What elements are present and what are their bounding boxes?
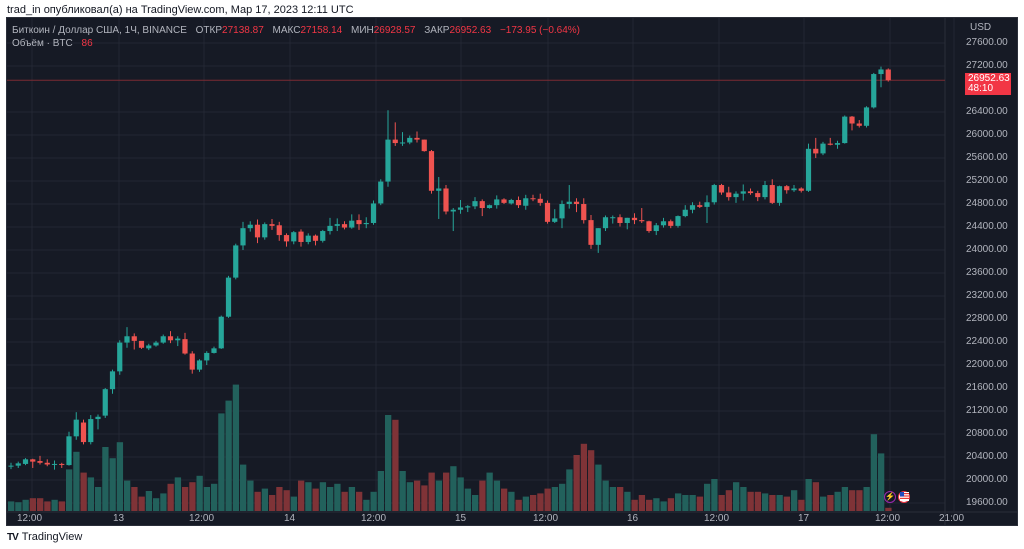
time-tick-label: 12:00 — [533, 513, 559, 524]
high-value: 27158.14 — [300, 25, 343, 36]
price-tick-label: 26000.00 — [966, 129, 1008, 140]
time-tick-label: 13 — [113, 513, 125, 524]
low-label: МИН — [350, 25, 374, 36]
time-tick-label: 16 — [627, 513, 639, 524]
price-tick-label: 24400.00 — [966, 221, 1008, 232]
close-value: 26952.63 — [449, 25, 492, 36]
price-tick-label: 20000.00 — [966, 474, 1008, 486]
tradingview-brand[interactable]: TradingView — [21, 531, 83, 543]
close-label: ЗАКР — [424, 25, 450, 36]
price-tick-label: 19600.00 — [966, 497, 1008, 509]
time-tick-label: 14 — [284, 513, 296, 524]
symbol-title[interactable]: Биткоин / Доллар США, 1Ч, BINANCE — [12, 25, 187, 36]
open-value: 27138.87 — [222, 25, 264, 36]
tradingview-footer: TV TradingView — [7, 531, 82, 543]
price-tick-label: 22000.00 — [966, 359, 1008, 371]
time-tick-label: 12:00 — [704, 513, 730, 524]
open-label: ОТКР — [195, 25, 223, 36]
lightning-event-icon[interactable]: ⚡ — [884, 491, 896, 503]
price-tick-label: 22400.00 — [966, 336, 1008, 348]
time-tick-label: 12:00 — [189, 513, 215, 524]
chart-panel[interactable]: Биткоин / Доллар США, 1Ч, BINANCE ОТКР27… — [6, 17, 1018, 526]
time-tick-label: 15 — [455, 513, 467, 524]
chart-legend: Биткоин / Доллар США, 1Ч, BINANCE ОТКР27… — [12, 24, 580, 50]
price-tick-label: 26400.00 — [966, 106, 1008, 117]
high-label: МАКС — [272, 25, 301, 36]
last-price-tag: 26952.63 48:10 — [965, 73, 1011, 95]
price-tick-label: 21200.00 — [966, 405, 1008, 417]
price-tick-label: 25200.00 — [966, 175, 1008, 186]
time-tick-label: 12:00 — [875, 513, 901, 524]
candlestick-plot[interactable] — [7, 18, 1018, 526]
price-tick-label: 20400.00 — [966, 451, 1008, 463]
time-tick-label: 12:00 — [17, 513, 43, 524]
volume-value: 86 — [81, 38, 93, 49]
volume-legend-row: Объём · BTC 86 — [12, 37, 580, 50]
us-flag-event-icon[interactable] — [898, 491, 910, 503]
price-tick-label: 25600.00 — [966, 152, 1008, 163]
currency-label[interactable]: USD — [970, 22, 992, 33]
last-price-value: 26952.63 — [968, 73, 1010, 84]
low-value: 26928.57 — [373, 25, 416, 36]
price-tick-label: 24000.00 — [966, 244, 1008, 255]
price-tick-label: 23600.00 — [966, 267, 1008, 279]
ohlc-legend-row: Биткоин / Доллар США, 1Ч, BINANCE ОТКР27… — [12, 24, 580, 37]
price-tick-label: 24800.00 — [966, 198, 1008, 209]
change-value: −173.95 (−0.64%) — [499, 25, 581, 36]
price-tick-label: 22800.00 — [966, 313, 1008, 325]
volume-indicator-title[interactable]: Объём · BTC — [12, 38, 73, 49]
price-tick-label: 27600.00 — [966, 37, 1008, 48]
time-tick-label: 17 — [798, 513, 810, 524]
price-tick-label: 27200.00 — [966, 60, 1008, 71]
price-tick-label: 21600.00 — [966, 382, 1008, 394]
time-tick-label: 21:00 — [939, 513, 965, 524]
tradingview-logo-icon: TV — [7, 531, 19, 543]
price-tick-label: 23200.00 — [966, 290, 1008, 302]
price-tick-label: 20800.00 — [966, 428, 1008, 440]
publication-attribution: trad_in опубликовал(а) на TradingView.co… — [7, 4, 354, 16]
bar-countdown: 48:10 — [968, 83, 994, 94]
time-tick-label: 12:00 — [361, 513, 387, 524]
